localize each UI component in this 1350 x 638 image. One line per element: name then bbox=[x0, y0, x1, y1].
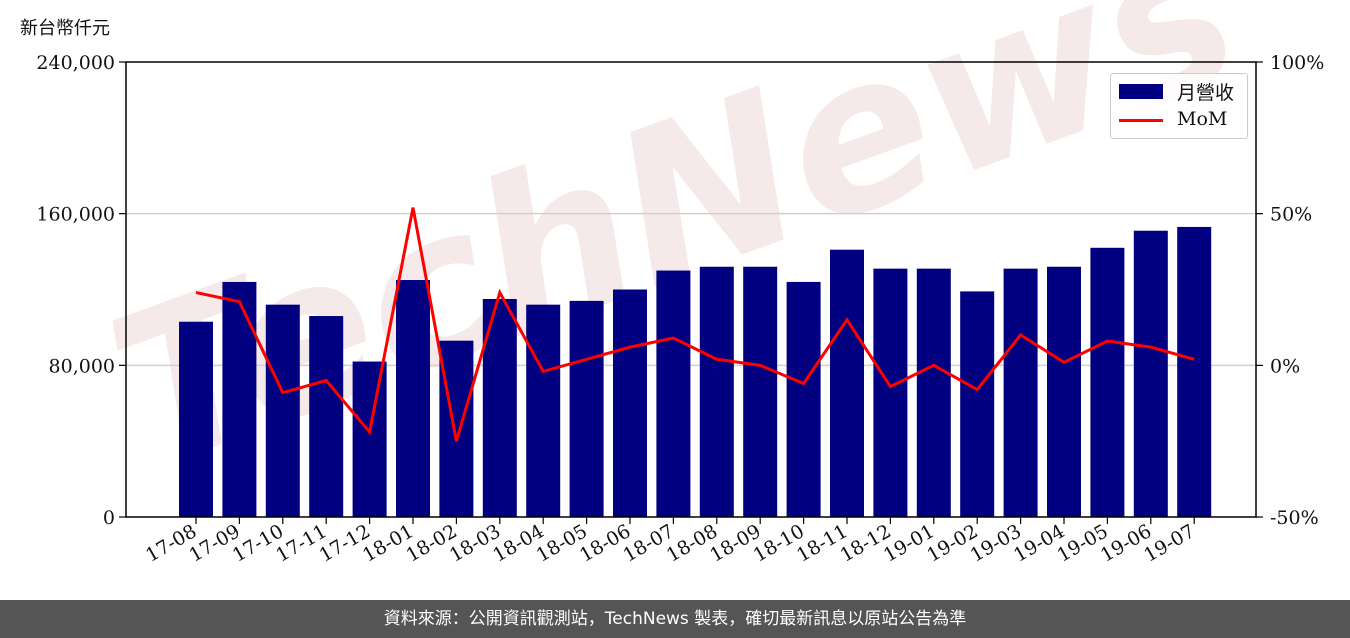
bar-19-02 bbox=[960, 291, 995, 517]
legend-item-line: MoM bbox=[1111, 106, 1247, 134]
chart-legend: 月營收 MoM bbox=[1110, 73, 1248, 139]
legend-line-swatch bbox=[1119, 119, 1163, 122]
bar-18-01 bbox=[396, 280, 430, 517]
y-right-tick-label: 100% bbox=[1270, 52, 1324, 74]
x-tick-label-19-07: 19-07 bbox=[1140, 520, 1198, 566]
chart-svg: TechNews 080,000160,000240,000-50%0%50%1… bbox=[36, 0, 1324, 567]
bar-19-03 bbox=[1003, 268, 1038, 517]
y-right-tick-label: 0% bbox=[1270, 355, 1300, 377]
legend-bar-label: 月營收 bbox=[1177, 82, 1235, 104]
bar-18-09 bbox=[743, 266, 778, 517]
bar-17-10 bbox=[265, 304, 300, 517]
bar-18-07 bbox=[656, 270, 691, 517]
y-left-tick-label: 80,000 bbox=[49, 355, 115, 377]
bar-17-11 bbox=[309, 316, 344, 517]
bar-19-07 bbox=[1177, 226, 1212, 517]
legend-line-label: MoM bbox=[1177, 108, 1228, 130]
y-left-tick-label: 0 bbox=[103, 507, 115, 529]
y-right-tick-label: -50% bbox=[1270, 507, 1319, 529]
bar-19-06 bbox=[1133, 230, 1168, 517]
mom-line bbox=[195, 207, 1195, 442]
y-right-tick-label: 50% bbox=[1270, 204, 1312, 226]
bar-18-02 bbox=[439, 340, 474, 517]
bar-18-11 bbox=[830, 249, 864, 517]
line-series bbox=[195, 207, 1195, 442]
source-footer: 資料來源：公開資訊觀測站，TechNews 製表，確切最新訊息以原站公告為準 bbox=[0, 600, 1350, 638]
bar-18-10 bbox=[786, 281, 821, 517]
chart-axes bbox=[125, 61, 1257, 518]
y-left-tick-label: 240,000 bbox=[36, 52, 115, 74]
bar-18-06 bbox=[613, 289, 647, 517]
bar-17-12 bbox=[352, 361, 387, 517]
chart-area: TechNews 0 80,000 160,000 240,000 -50% 0% 50% 1… bbox=[36, 0, 1324, 567]
y-left-tick-label: 160,000 bbox=[36, 204, 115, 226]
bar-19-01 bbox=[916, 268, 951, 517]
bar-18-08 bbox=[699, 266, 734, 517]
bar-series bbox=[179, 226, 1212, 517]
bar-18-12 bbox=[873, 268, 908, 517]
bar-19-05 bbox=[1090, 247, 1125, 517]
bar-17-09 bbox=[222, 281, 257, 517]
legend-bar-swatch bbox=[1119, 84, 1163, 99]
bar-18-05 bbox=[569, 300, 604, 517]
bar-17-08 bbox=[179, 321, 213, 517]
plot-frame bbox=[125, 61, 1257, 518]
bar-18-04 bbox=[526, 304, 561, 517]
y-axis-unit-label: 新台幣仟元 bbox=[20, 18, 110, 39]
legend-item-bar: 月營收 bbox=[1111, 76, 1247, 104]
bar-19-04 bbox=[1047, 266, 1081, 517]
